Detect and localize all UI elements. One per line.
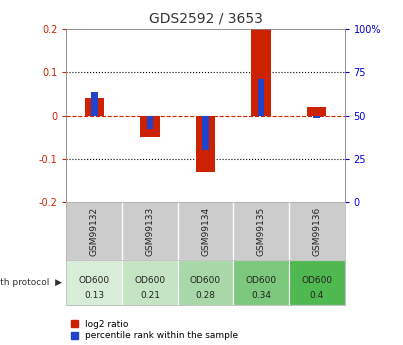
Text: 0.4: 0.4	[310, 291, 324, 300]
Text: OD600: OD600	[79, 276, 110, 285]
Bar	[178, 260, 233, 305]
Bar	[122, 260, 178, 305]
Text: GSM99136: GSM99136	[312, 207, 321, 256]
Bar	[66, 260, 122, 305]
Bar	[140, 116, 160, 137]
Text: 0.21: 0.21	[140, 291, 160, 300]
Bar	[147, 116, 153, 128]
Text: OD600: OD600	[301, 276, 332, 285]
Text: GSM99133: GSM99133	[145, 207, 154, 256]
Text: OD600: OD600	[190, 276, 221, 285]
Legend: log2 ratio, percentile rank within the sample: log2 ratio, percentile rank within the s…	[71, 320, 239, 341]
Bar	[314, 116, 320, 118]
Bar	[289, 260, 345, 305]
Bar	[196, 116, 215, 171]
Bar	[85, 98, 104, 116]
Bar	[258, 79, 264, 116]
Bar	[251, 29, 271, 116]
Text: 0.28: 0.28	[195, 291, 216, 300]
Text: OD600: OD600	[245, 276, 277, 285]
Text: GSM99132: GSM99132	[90, 207, 99, 256]
Bar	[233, 260, 289, 305]
Bar	[307, 107, 326, 116]
Text: 0.13: 0.13	[84, 291, 104, 300]
Bar	[91, 92, 98, 116]
Text: 0.34: 0.34	[251, 291, 271, 300]
Title: GDS2592 / 3653: GDS2592 / 3653	[149, 11, 262, 26]
Bar	[202, 116, 209, 150]
Text: OD600: OD600	[134, 276, 166, 285]
Text: GSM99134: GSM99134	[201, 207, 210, 256]
Text: growth protocol  ▶: growth protocol ▶	[0, 278, 62, 287]
Text: GSM99135: GSM99135	[257, 207, 266, 256]
